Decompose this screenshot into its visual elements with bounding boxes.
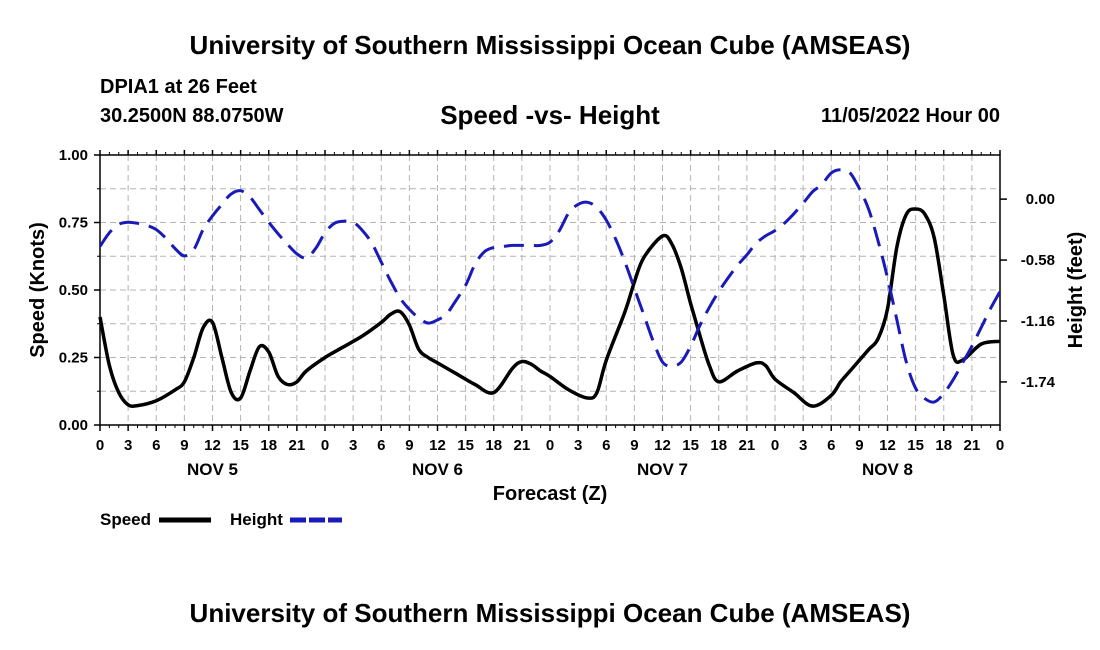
- day-label: NOV 5: [187, 460, 238, 479]
- y-tick-label: 0.75: [59, 215, 88, 232]
- y2-tick-label: -1.16: [1021, 313, 1055, 330]
- x-tick-label: 0: [546, 437, 554, 454]
- grid: [100, 155, 1000, 425]
- y2-tick-label: 0.00: [1026, 191, 1055, 208]
- x-tick-label: 12: [429, 437, 446, 454]
- series-line-height: [98, 168, 1002, 404]
- x-tick-label: 0: [996, 437, 1004, 454]
- x-tick-label: 21: [964, 437, 981, 454]
- y-tick-label: 1.00: [59, 147, 88, 164]
- x-tick-label: 15: [682, 437, 699, 454]
- x-tick-label: 18: [935, 437, 952, 454]
- y2-axis-title: Height (feet): [1065, 232, 1087, 349]
- day-label: NOV 7: [637, 460, 688, 479]
- x-tick-label: 9: [405, 437, 413, 454]
- day-label: NOV 6: [412, 460, 463, 479]
- coordinates-label: 30.2500N 88.0750W: [100, 105, 284, 127]
- x-tick-label: 12: [879, 437, 896, 454]
- plot-frame: [99, 154, 1001, 426]
- day-label: NOV 8: [862, 460, 913, 479]
- x-tick-label: 9: [180, 437, 188, 454]
- forecast-datetime: 11/05/2022 Hour 00: [820, 105, 1000, 127]
- tick-labels: 0 3 6 9 12 15 18 21 0 3 6 9 12 15 18 21 0 3 6 9 12 15 18 21 0 3 6 9…: [59, 147, 1056, 479]
- x-axis-title: Forecast (Z): [493, 483, 607, 505]
- x-tick-label: 18: [485, 437, 502, 454]
- x-tick-label: 3: [124, 437, 132, 454]
- series-line-speed: [98, 207, 1001, 408]
- x-tick-label: 21: [739, 437, 756, 454]
- x-tick-label: 0: [771, 437, 779, 454]
- x-tick-label: 18: [710, 437, 727, 454]
- legend-label-height: Height: [230, 510, 283, 529]
- x-tick-label: 15: [457, 437, 474, 454]
- x-tick-label: 6: [152, 437, 160, 454]
- x-tick-label: 18: [260, 437, 277, 454]
- x-tick-label: 0: [96, 437, 104, 454]
- x-tick-label: 3: [349, 437, 357, 454]
- x-tick-label: 12: [654, 437, 671, 454]
- x-tick-label: 6: [377, 437, 385, 454]
- x-tick-label: 3: [574, 437, 582, 454]
- legend-label-speed: Speed: [100, 510, 151, 529]
- x-tick-label: 6: [602, 437, 610, 454]
- speed-vs-height-chart: 0 3 6 9 12 15 18 21 0 3 6 9 12 15 18 21 0 3 6 9 12 15 18 21 0 3 6 9…: [27, 147, 1087, 529]
- x-tick-label: 3: [799, 437, 807, 454]
- x-tick-label: 15: [232, 437, 249, 454]
- footer-title: University of Southern Mississippi Ocean…: [189, 598, 911, 628]
- chart-title: Speed -vs- Height: [440, 100, 660, 130]
- x-tick-label: 0: [321, 437, 329, 454]
- y-tick-label: 0.25: [59, 350, 88, 367]
- y-axis-title: Speed (Knots): [27, 222, 49, 358]
- x-tick-label: 9: [630, 437, 638, 454]
- x-tick-label: 6: [827, 437, 835, 454]
- x-tick-label: 21: [289, 437, 306, 454]
- series-lines: [98, 168, 1002, 408]
- main-title: University of Southern Mississippi Ocean…: [189, 30, 911, 60]
- y2-tick-label: -1.74: [1021, 374, 1056, 391]
- y-tick-label: 0.50: [59, 282, 88, 299]
- x-tick-label: 9: [855, 437, 863, 454]
- x-tick-label: 12: [204, 437, 221, 454]
- y2-tick-label: -0.58: [1021, 252, 1055, 269]
- legend: Speed Height: [100, 510, 342, 529]
- x-tick-label: 21: [514, 437, 531, 454]
- x-tick-label: 15: [907, 437, 924, 454]
- station-label: DPIA1 at 26 Feet: [100, 76, 257, 98]
- y-tick-label: 0.00: [59, 417, 88, 434]
